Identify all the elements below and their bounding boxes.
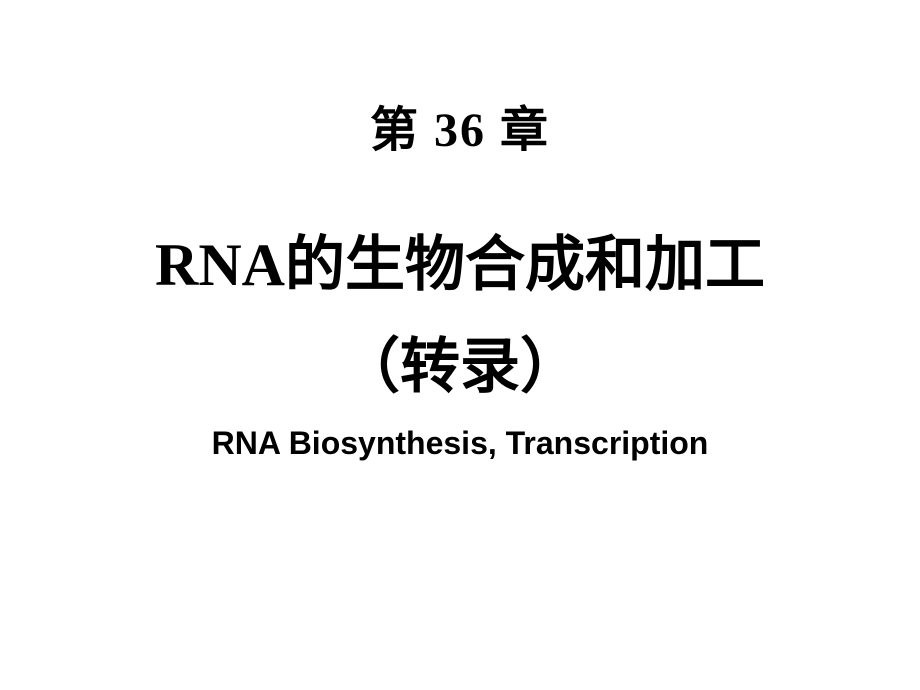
main-title-line1: RNA的生物合成和加工 bbox=[155, 225, 765, 306]
english-subtitle: RNA Biosynthesis, Transcription bbox=[212, 425, 709, 462]
chapter-label: 第 36 章 bbox=[370, 90, 550, 160]
main-title-line2: （转录） bbox=[340, 318, 580, 405]
